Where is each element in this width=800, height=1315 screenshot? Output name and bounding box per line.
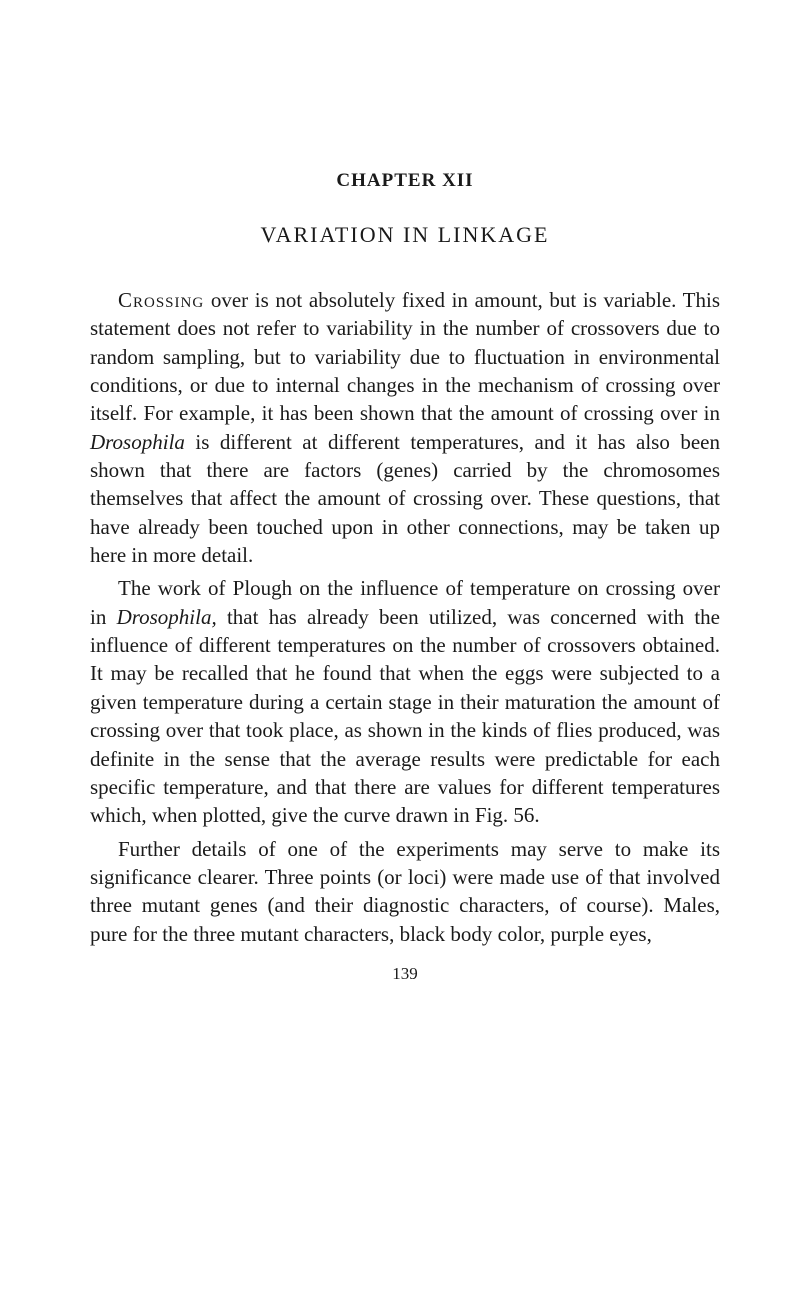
chapter-heading: CHAPTER XII <box>90 170 720 192</box>
species-name: Drosophila, <box>117 605 217 629</box>
paragraph-3: Further details of one of the experiment… <box>90 835 720 948</box>
paragraph-1-text-b: is different at different temperatures, … <box>90 430 720 567</box>
paragraph-lead-word: Crossing <box>118 288 204 312</box>
species-name: Drosophila <box>90 430 185 454</box>
paragraph-2: The work of Plough on the influence of t… <box>90 574 720 829</box>
page-number: 139 <box>90 964 720 984</box>
paragraph-1: Crossing over is not absolutely fixed in… <box>90 286 720 569</box>
paragraph-2-text-b: that has already been utilized, was conc… <box>90 605 720 827</box>
chapter-title: VARIATION IN LINKAGE <box>90 222 720 248</box>
